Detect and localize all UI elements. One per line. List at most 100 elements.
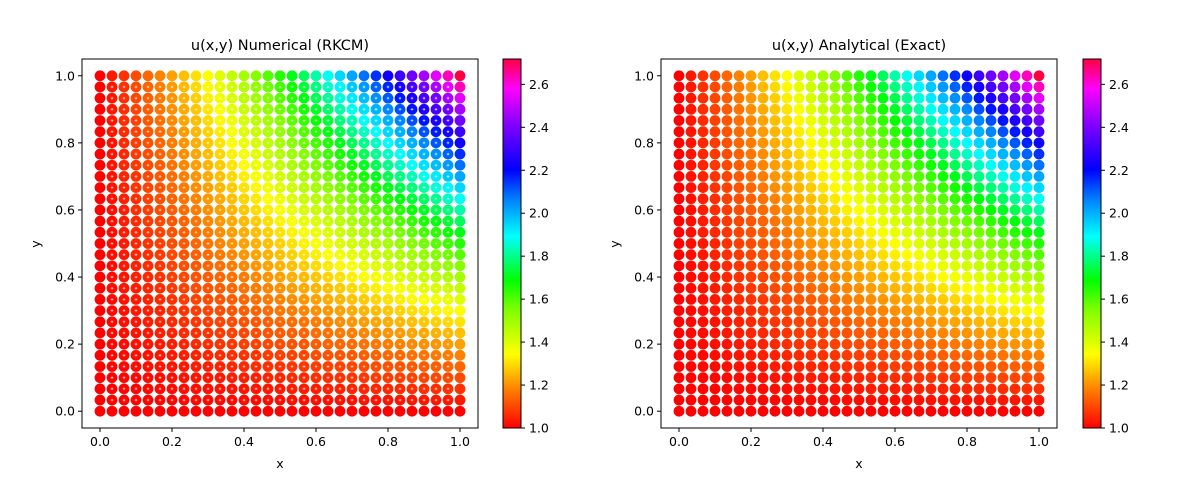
scatter-point [697,126,709,138]
point-highlight [314,119,318,122]
scatter-point [805,115,817,126]
point-highlight [422,354,426,357]
scatter-point [733,305,745,316]
point-highlight [326,275,330,279]
point-highlight [242,108,246,111]
point-highlight [350,264,354,268]
scatter-point [889,260,901,272]
scatter-point [913,316,925,328]
scatter-point [949,405,961,417]
scatter-point [853,394,865,406]
point-highlight [122,309,126,312]
scatter-point [106,70,118,82]
point-highlight [146,242,150,245]
point-highlight [110,186,114,189]
point-highlight [446,354,450,357]
point-highlight [230,152,234,156]
point-highlight [398,309,402,312]
scatter-point [697,92,709,104]
scatter-point [94,92,106,104]
scatter-point [346,405,358,417]
scatter-point [721,349,733,361]
scatter-point [709,394,721,406]
scatter-point [997,81,1009,93]
scatter-point [913,159,925,171]
point-highlight [302,309,306,312]
scatter-point [901,115,913,126]
point-highlight [242,175,246,178]
point-highlight [278,242,282,245]
scatter-point [829,249,841,261]
scatter-point [997,394,1009,406]
y-axis-label: y [28,240,43,248]
point-highlight [194,208,198,212]
scatter-point [889,349,901,361]
scatter-point [865,361,877,372]
scatter-point [877,249,889,261]
scatter-point [973,260,985,272]
point-highlight [206,186,210,189]
point-highlight [122,208,126,212]
scatter-point [685,327,697,339]
scatter-point [913,383,925,395]
scatter-point [985,159,997,171]
scatter-point [829,226,841,238]
scatter-point [937,238,949,249]
scatter-point [997,103,1009,115]
scatter-point [697,327,709,339]
point-highlight [290,152,294,156]
scatter-point [709,182,721,193]
point-highlight [146,175,150,178]
point-highlight [362,275,366,279]
point-highlight [314,342,318,346]
scatter-point [985,260,997,272]
scatter-point [94,372,106,384]
point-highlight [362,286,366,290]
colorbar-tick-label: 1.4 [1109,335,1129,350]
point-highlight [194,186,198,189]
scatter-point [154,405,166,417]
scatter-point [94,204,106,216]
point-highlight [110,152,114,156]
scatter-point [721,361,733,372]
scatter-point [418,405,430,417]
point-highlight [242,320,246,324]
scatter-point [985,294,997,305]
scatter-point [673,81,685,93]
point-highlight [110,365,114,368]
scatter-point [1009,282,1021,294]
scatter-point [745,349,757,361]
point-highlight [302,219,306,223]
scatter-point [685,115,697,126]
scatter-point [238,70,250,82]
point-highlight [410,398,414,402]
point-highlight [182,141,186,145]
scatter-point [1033,126,1045,138]
chart-title: u(x,y) Analytical (Exact) [772,38,946,54]
point-highlight [254,152,258,156]
scatter-point [901,70,913,82]
point-highlight [434,275,438,279]
point-highlight [158,108,162,111]
point-highlight [446,208,450,212]
scatter-point [406,70,418,82]
scatter-point [781,361,793,372]
scatter-point [94,394,106,406]
point-highlight [278,163,282,167]
scatter-point [913,103,925,115]
point-highlight [194,175,198,178]
point-highlight [290,354,294,357]
scatter-point [454,182,466,193]
point-highlight [194,242,198,245]
point-highlight [290,197,294,201]
point-highlight [218,96,222,100]
scatter-point [697,383,709,395]
point-highlight [434,163,438,167]
scatter-point [841,361,853,372]
scatter-point [793,215,805,227]
scatter-point [709,193,721,205]
point-highlight [446,152,450,156]
scatter-point [997,316,1009,328]
scatter-point [745,394,757,406]
colorbar-tick-label: 1.8 [529,249,549,264]
